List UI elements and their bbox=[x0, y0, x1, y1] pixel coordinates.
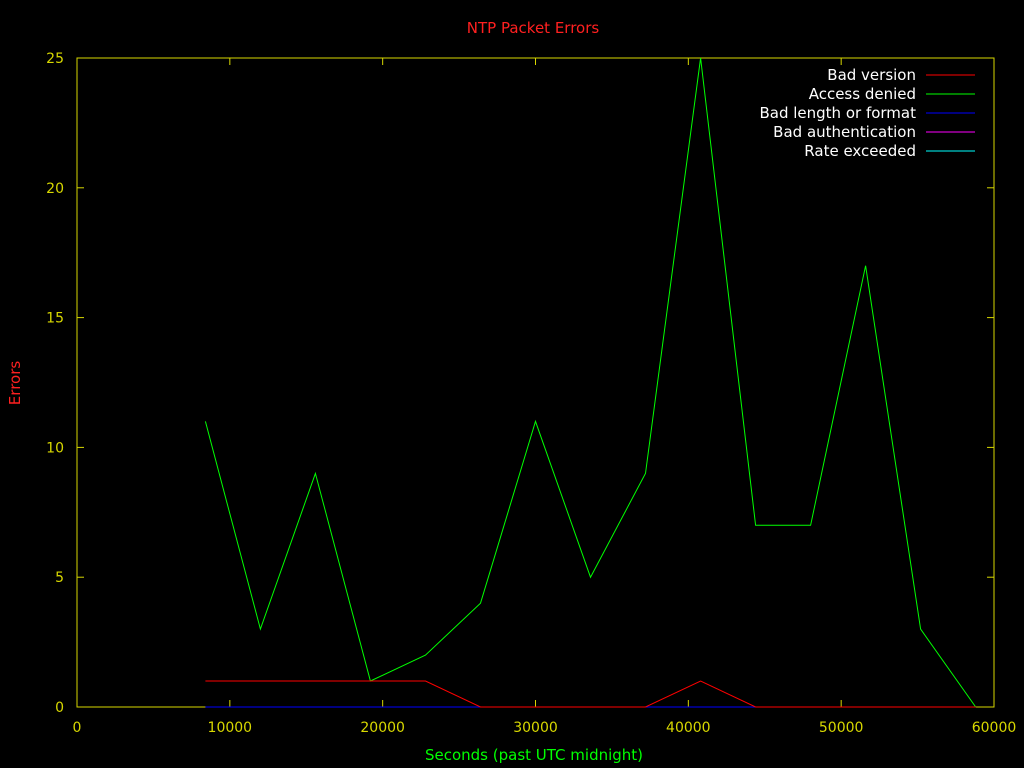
x-tick-label: 40000 bbox=[666, 720, 711, 736]
series-lines bbox=[204, 57, 977, 708]
y-tick-label: 0 bbox=[55, 700, 64, 716]
y-tick-label: 25 bbox=[46, 51, 64, 67]
y-tick-label: 15 bbox=[46, 311, 64, 327]
x-tick-label: 30000 bbox=[513, 720, 558, 736]
series-line-access-denied bbox=[204, 57, 977, 708]
legend-label-access-denied: Access denied bbox=[809, 85, 916, 103]
legend-label-rate-exceeded: Rate exceeded bbox=[804, 142, 916, 160]
x-axis-label: Seconds (past UTC midnight) bbox=[425, 746, 643, 764]
x-tick-label: 10000 bbox=[208, 720, 253, 736]
legend-label-bad-length-or-format: Bad length or format bbox=[759, 104, 916, 122]
x-tick-label: 20000 bbox=[360, 720, 405, 736]
x-tick-label: 60000 bbox=[972, 720, 1017, 736]
axis-ticks: 0 10000 20000 30000 40000 50000 60000 0 5 10 15 20 2… bbox=[46, 51, 1016, 736]
x-tick-label: 0 bbox=[73, 720, 82, 736]
legend-label-bad-version: Bad version bbox=[827, 66, 916, 84]
legend-label-bad-authentication: Bad authentication bbox=[773, 123, 916, 141]
chart-title: NTP Packet Errors bbox=[467, 19, 600, 37]
y-axis-label: Errors bbox=[6, 361, 24, 406]
series-line-bad-version bbox=[205, 680, 976, 708]
x-tick-label: 50000 bbox=[819, 720, 864, 736]
y-tick-label: 5 bbox=[55, 570, 64, 586]
y-tick-label: 10 bbox=[46, 440, 64, 456]
y-tick-label: 20 bbox=[46, 181, 64, 197]
